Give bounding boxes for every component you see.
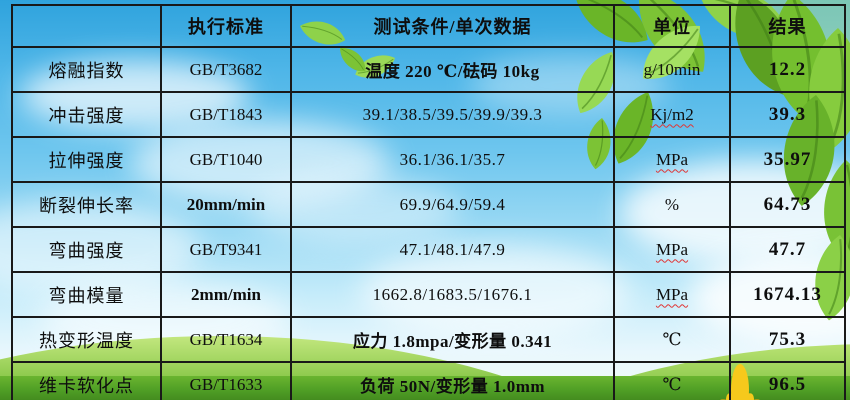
standard-cell: GB/T1634 [160, 316, 292, 363]
table-row-flexural-modulus: 弯曲模量 2mm/min 1662.8/1683.5/1676.1 MPa 16… [11, 271, 846, 318]
condition-cell: 温度 220 ℃/砝码 10kg [290, 46, 615, 93]
condition-cell: 36.1/36.1/35.7 [290, 136, 615, 183]
unit-cell: % [613, 181, 731, 228]
unit-cell: ℃ [613, 361, 731, 400]
table-row-heat-deflection-temp: 热变形温度 GB/T1634 应力 1.8mpa/变形量 0.341 ℃ 75.… [11, 316, 846, 363]
property-cell: 热变形温度 [11, 316, 162, 363]
table-row-impact-strength: 冲击强度 GB/T1843 39.1/38.5/39.5/39.9/39.3 K… [11, 91, 846, 138]
result-cell: 96.5 [729, 361, 846, 400]
standard-cell: GB/T1843 [160, 91, 292, 138]
condition-cell: 69.9/64.9/59.4 [290, 181, 615, 228]
unit-cell: MPa [613, 271, 731, 318]
header-property-blank [11, 4, 162, 48]
property-cell: 维卡软化点 [11, 361, 162, 400]
result-cell: 39.3 [729, 91, 846, 138]
unit-text-spellcheck: MPa [655, 284, 689, 304]
unit-text-spellcheck: MPa [655, 149, 689, 169]
standard-cell: GB/T1633 [160, 361, 292, 400]
unit-cell: ℃ [613, 316, 731, 363]
header-condition: 测试条件/单次数据 [290, 4, 615, 48]
header-row: 执行标准 测试条件/单次数据 单位 结果 [11, 4, 846, 48]
header-result: 结果 [729, 4, 846, 48]
result-cell: 75.3 [729, 316, 846, 363]
condition-cell: 应力 1.8mpa/变形量 0.341 [290, 316, 615, 363]
standard-cell: GB/T9341 [160, 226, 292, 273]
unit-cell: Kj/m2 [613, 91, 731, 138]
condition-cell: 1662.8/1683.5/1676.1 [290, 271, 615, 318]
test-results-table: 执行标准 测试条件/单次数据 单位 结果 熔融指数 GB/T3682 温度 22… [11, 4, 846, 400]
result-cell: 64.73 [729, 181, 846, 228]
standard-cell: 20mm/min [160, 181, 292, 228]
header-standard: 执行标准 [160, 4, 292, 48]
standard-cell: 2mm/min [160, 271, 292, 318]
property-cell: 冲击强度 [11, 91, 162, 138]
result-cell: 35.97 [729, 136, 846, 183]
property-cell: 拉伸强度 [11, 136, 162, 183]
header-unit: 单位 [613, 4, 731, 48]
unit-text-spellcheck: MPa [655, 239, 689, 259]
table-row-tensile-strength: 拉伸强度 GB/T1040 36.1/36.1/35.7 MPa 35.97 [11, 136, 846, 183]
unit-cell: g/10min [613, 46, 731, 93]
unit-text-spellcheck: Kj/m2 [650, 104, 694, 124]
table-row-melt-index: 熔融指数 GB/T3682 温度 220 ℃/砝码 10kg g/10min 1… [11, 46, 846, 93]
standard-cell: GB/T3682 [160, 46, 292, 93]
result-cell: 1674.13 [729, 271, 846, 318]
condition-cell: 47.1/48.1/47.9 [290, 226, 615, 273]
table-row-vicat-softening-point: 维卡软化点 GB/T1633 负荷 50N/变形量 1.0mm ℃ 96.5 [11, 361, 846, 400]
property-cell: 断裂伸长率 [11, 181, 162, 228]
condition-cell: 39.1/38.5/39.5/39.9/39.3 [290, 91, 615, 138]
unit-cell: MPa [613, 226, 731, 273]
table-row-elongation-at-break: 断裂伸长率 20mm/min 69.9/64.9/59.4 % 64.73 [11, 181, 846, 228]
property-cell: 弯曲强度 [11, 226, 162, 273]
property-cell: 熔融指数 [11, 46, 162, 93]
condition-cell: 负荷 50N/变形量 1.0mm [290, 361, 615, 400]
table-row-flexural-strength: 弯曲强度 GB/T9341 47.1/48.1/47.9 MPa 47.7 [11, 226, 846, 273]
result-cell: 12.2 [729, 46, 846, 93]
standard-cell: GB/T1040 [160, 136, 292, 183]
result-cell: 47.7 [729, 226, 846, 273]
unit-cell: MPa [613, 136, 731, 183]
property-cell: 弯曲模量 [11, 271, 162, 318]
